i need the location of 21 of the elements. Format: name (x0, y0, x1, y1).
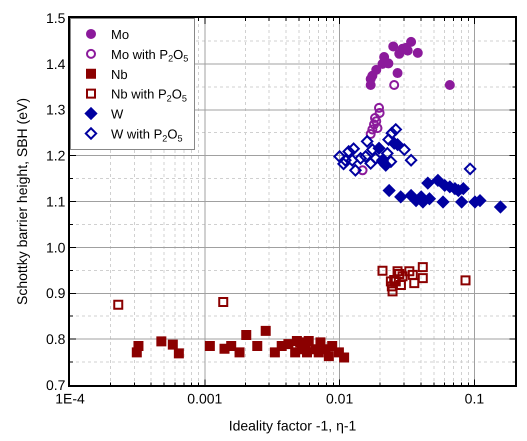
legend-label: W (111, 106, 124, 122)
x-tick-label: 0.01 (326, 390, 354, 407)
x-tick-label: 0.1 (464, 390, 484, 407)
x-tick-label: 0.001 (187, 390, 223, 407)
y-tick-label: 1.4 (46, 56, 66, 72)
legend-label: Mo (111, 27, 130, 42)
y-tick-label: 1.0 (46, 239, 66, 256)
y-tick-label: 0.7 (46, 376, 66, 393)
y-axis-title: Schottky barrier height, SBH (eV) (14, 98, 30, 305)
x-axis-title: Ideality factor -1, η-1 (228, 417, 357, 434)
x-tick-label: 1E-4 (55, 390, 85, 407)
y-tick-label: 1.1 (46, 193, 66, 210)
legend-label: Nb with P$_{2}$O$_{5}$ (111, 86, 187, 104)
y-tick-label: 0.8 (46, 331, 66, 348)
legend-label: Mo with P$_{2}$O$_{5}$ (111, 46, 188, 64)
y-tick-label: 1.3 (46, 102, 66, 118)
legend-label: Nb (111, 66, 128, 82)
y-tick-label: 1.2 (46, 148, 66, 164)
legend-label: W with P$_{2}$O$_{5}$ (111, 126, 183, 144)
y-tick-label: 0.9 (46, 285, 66, 302)
y-tick-label: 1.5 (46, 10, 66, 26)
